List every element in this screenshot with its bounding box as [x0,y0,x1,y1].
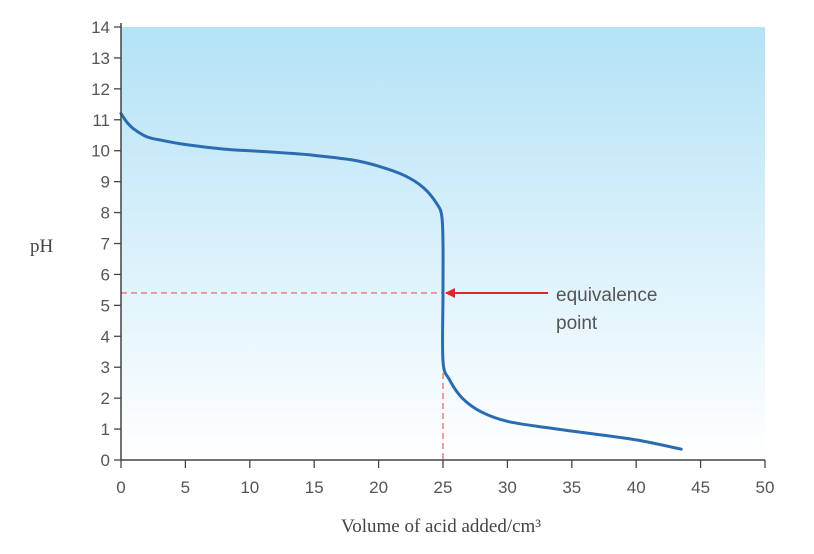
y-tick-label: 12 [91,80,110,99]
y-tick-label: 2 [101,389,110,408]
y-tick-label: 11 [92,111,110,130]
annotation-text-line: equivalence [556,285,657,306]
y-tick-label: 1 [101,420,110,439]
y-tick-label: 13 [91,49,110,68]
y-tick-label: 10 [91,142,110,161]
x-axis-label: Volume of acid added/cm³ [341,516,541,537]
x-tick-label: 35 [562,478,581,497]
y-tick-label: 3 [101,358,110,377]
annotation-text-line: point [556,313,598,334]
y-tick-label: 6 [101,265,110,284]
y-tick-label: 7 [101,235,110,254]
guide-lines [121,292,444,460]
y-axis-label: pH [30,236,54,257]
y-tick-label: 5 [101,296,110,315]
x-tick-label: 45 [691,478,710,497]
y-tick-label: 4 [101,327,110,346]
x-tick-label: 0 [116,478,125,497]
equivalence-point-annotation: equivalence point [445,285,657,334]
x-tick-label: 40 [627,478,646,497]
x-tick-label: 10 [240,478,259,497]
x-tick-label: 5 [181,478,190,497]
y-tick-label: 9 [101,173,110,192]
y-tick-label: 14 [91,18,110,37]
x-tick-label: 50 [756,478,775,497]
x-tick-label: 20 [369,478,388,497]
ph-curve [119,112,683,451]
y-tick-label: 0 [101,451,110,470]
y-tick-label: 8 [101,204,110,223]
x-tick-label: 25 [434,478,453,497]
x-tick-label: 15 [305,478,324,497]
x-tick-label: 30 [498,478,517,497]
